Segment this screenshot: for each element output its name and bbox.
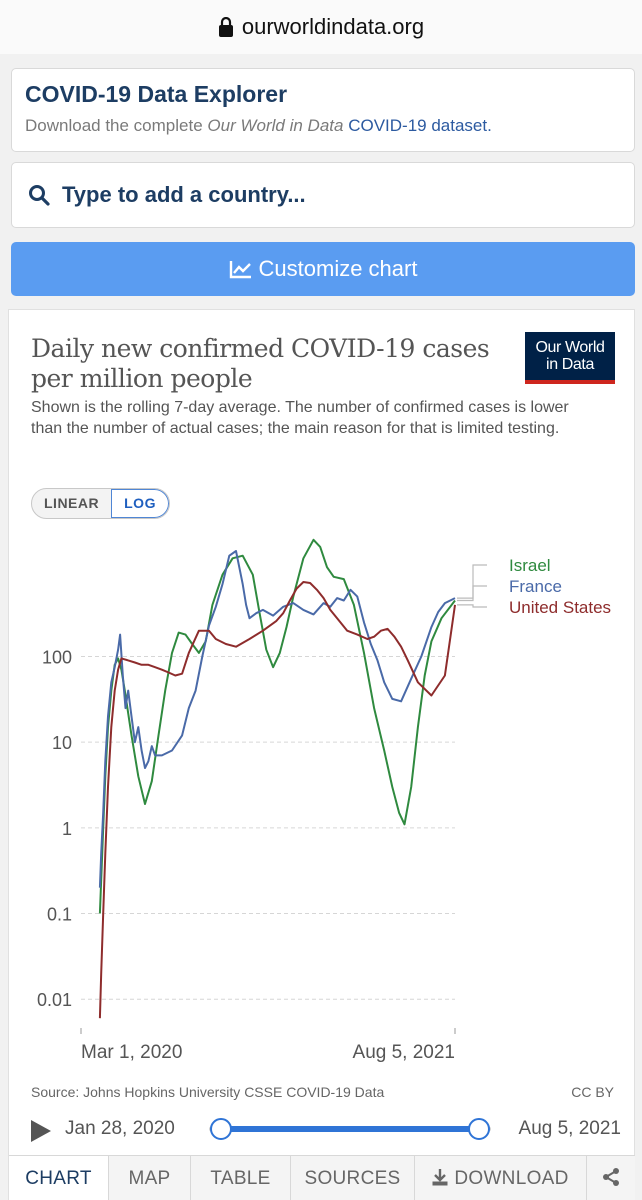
series-line-united-states — [98, 581, 456, 1019]
customize-chart-label: Customize chart — [258, 256, 418, 281]
tab-chart[interactable]: CHART — [9, 1156, 109, 1200]
owid-logo-line2: in Data — [546, 356, 594, 373]
y-tick-label: 0.01 — [37, 990, 72, 1010]
y-tick-label: 1 — [62, 819, 72, 839]
tab-download-label: DOWNLOAD — [454, 1168, 569, 1189]
tab-table[interactable]: TABLE — [191, 1156, 291, 1200]
license-link[interactable]: CC BY — [571, 1084, 614, 1100]
chart-source[interactable]: Source: Johns Hopkins University CSSE CO… — [31, 1084, 385, 1100]
legend-leader-line — [457, 604, 487, 608]
customize-chart-button[interactable]: Customize chart — [11, 242, 635, 296]
y-tick-label: 10 — [52, 733, 72, 753]
y-tick-label: 100 — [42, 647, 72, 667]
timeline: Jan 28, 2020 Aug 5, 2021 — [31, 1112, 621, 1146]
legend-label: France — [509, 577, 562, 596]
url-domain: ourworldindata.org — [241, 14, 425, 39]
timeline-track[interactable] — [209, 1118, 491, 1140]
owid-logo-line1: Our World — [535, 339, 605, 356]
dataset-link[interactable]: COVID-19 dataset. — [348, 116, 492, 135]
explorer-subtitle: Download the complete Our World in Data … — [25, 116, 621, 136]
chart-tabs: CHART MAP TABLE SOURCES DOWNLOAD — [9, 1155, 635, 1200]
x-tick-label: Mar 1, 2020 — [81, 1042, 182, 1063]
x-tick-label: Aug 5, 2021 — [353, 1042, 455, 1063]
play-icon[interactable] — [31, 1120, 51, 1142]
share-button[interactable] — [587, 1156, 635, 1200]
download-icon — [432, 1169, 448, 1186]
series-line-france — [98, 550, 456, 888]
tab-sources[interactable]: SOURCES — [291, 1156, 415, 1200]
timeline-start-handle[interactable] — [210, 1118, 232, 1140]
chart-plot: 0.01 0.1 1 10 100 Mar 1, 2020 Aug 5, 2021 Israe… — [37, 538, 611, 1063]
scale-toggle[interactable]: LINEAR LOG — [31, 488, 170, 519]
line-chart-icon — [229, 261, 251, 279]
share-icon — [603, 1168, 619, 1186]
chart-title: Daily new confirmed COVID-19 cases per m… — [31, 334, 490, 393]
legend-label: Israel — [509, 556, 551, 575]
timeline-start-date: Jan 28, 2020 — [65, 1118, 175, 1139]
search-placeholder: Type to add a country... — [62, 182, 306, 207]
chart-card: Daily new confirmed COVID-19 cases per m… — [8, 309, 635, 1200]
owid-logo[interactable]: Our World in Data — [525, 332, 615, 384]
country-search-box[interactable]: Type to add a country... — [11, 162, 635, 228]
timeline-selected-range — [221, 1126, 479, 1132]
explorer-sub-prefix: Download the complete — [25, 116, 203, 135]
search-icon — [29, 185, 50, 206]
chart-subtitle: Shown is the rolling 7-day average. The … — [31, 399, 569, 437]
explorer-sub-italic: Our World in Data — [207, 116, 344, 135]
url-bar[interactable]: ourworldindata.org — [0, 0, 642, 54]
tab-download[interactable]: DOWNLOAD — [415, 1156, 587, 1200]
timeline-end-date: Aug 5, 2021 — [518, 1118, 621, 1139]
y-tick-label: 0.1 — [47, 905, 72, 925]
legend-label: United States — [509, 598, 611, 617]
log-scale-button[interactable]: LOG — [111, 489, 169, 518]
series-line-israel — [98, 538, 456, 914]
timeline-end-handle[interactable] — [468, 1118, 490, 1140]
explorer-header: COVID-19 Data Explorer Download the comp… — [11, 68, 635, 152]
legend-leader-line — [457, 564, 487, 602]
tab-map[interactable]: MAP — [109, 1156, 191, 1200]
explorer-title: COVID-19 Data Explorer — [25, 81, 288, 107]
linear-scale-button[interactable]: LINEAR — [44, 495, 100, 511]
legend-leader-line — [457, 585, 487, 599]
lock-icon — [218, 17, 233, 37]
